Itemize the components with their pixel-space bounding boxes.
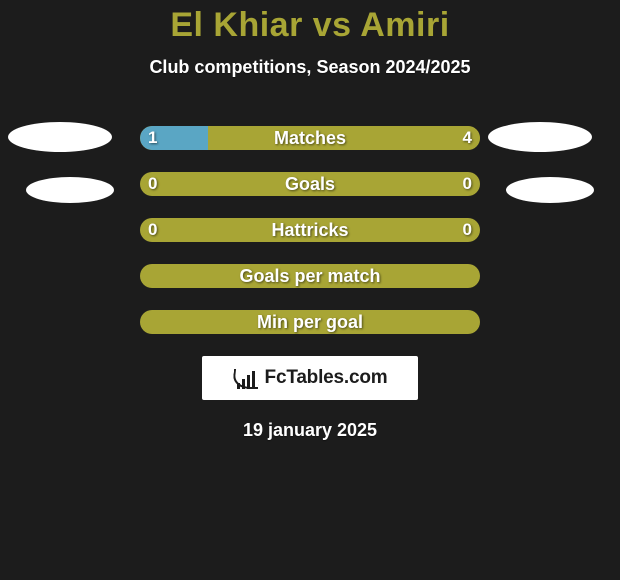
decorative-ellipse xyxy=(26,177,114,203)
stat-bar-left-fill xyxy=(140,126,208,150)
stat-value-right: 0 xyxy=(463,172,472,196)
stat-label: Min per goal xyxy=(140,310,480,334)
decorative-ellipse xyxy=(488,122,592,152)
page-title: El Khiar vs Amiri xyxy=(0,0,620,45)
stat-bar-track: Goals0 0 xyxy=(140,172,480,196)
stat-bar-right-fill xyxy=(208,126,480,150)
stat-bar-track: Hattricks0 0 xyxy=(140,218,480,242)
stat-label: Goals per match xyxy=(140,264,480,288)
stat-bar-track: Min per goal xyxy=(140,310,480,334)
stat-bar-track: Goals per match xyxy=(140,264,480,288)
date-line: 19 january 2025 xyxy=(0,420,620,441)
brand-badge: FcTables.com xyxy=(202,356,418,400)
stat-value-left: 0 xyxy=(148,218,157,242)
stat-value-left: 0 xyxy=(148,172,157,196)
page-subtitle: Club competitions, Season 2024/2025 xyxy=(0,57,620,78)
comparison-chart: Matches14Goals00Hattricks00Goals per mat… xyxy=(0,126,620,334)
bars-chart-icon xyxy=(233,367,259,389)
stat-bar-track: Matches14 xyxy=(140,126,480,150)
stat-row: Hattricks0 0 xyxy=(0,218,620,242)
stat-row: Min per goal xyxy=(0,310,620,334)
decorative-ellipse xyxy=(8,122,112,152)
decorative-ellipse xyxy=(506,177,594,203)
stat-value-right: 0 xyxy=(463,218,472,242)
stat-row: Goals per match xyxy=(0,264,620,288)
page-root: El Khiar vs Amiri Club competitions, Sea… xyxy=(0,0,620,580)
stat-label: Goals xyxy=(140,172,480,196)
brand-text: FcTables.com xyxy=(265,367,388,389)
stat-label: Hattricks xyxy=(140,218,480,242)
